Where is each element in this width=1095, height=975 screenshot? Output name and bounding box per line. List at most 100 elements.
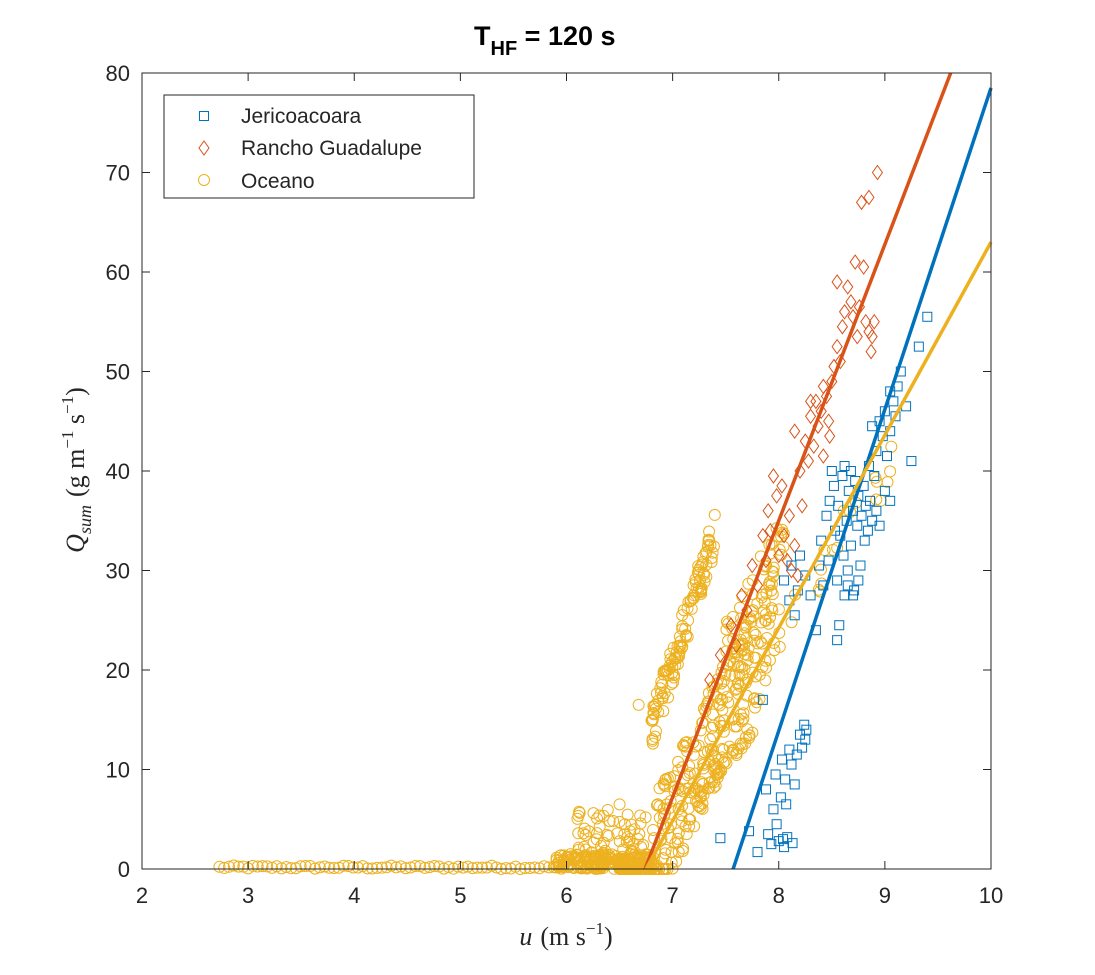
data-point <box>673 630 686 643</box>
title-subscript: HF <box>491 38 518 60</box>
data-point <box>394 860 407 873</box>
y-tick-label: 80 <box>106 61 130 86</box>
data-point <box>805 590 816 601</box>
data-point <box>766 839 777 850</box>
data-point <box>749 701 762 714</box>
data-point <box>881 451 892 462</box>
data-point <box>845 540 856 551</box>
data-point <box>657 777 670 790</box>
data-point <box>361 862 374 875</box>
data-point <box>757 694 768 705</box>
data-point <box>665 856 678 869</box>
data-point <box>213 860 226 873</box>
data-point <box>745 615 758 628</box>
x-tick-label: 10 <box>979 883 1003 908</box>
data-point <box>842 279 854 295</box>
data-point <box>691 796 704 809</box>
data-point <box>764 611 777 624</box>
data-point <box>775 530 788 543</box>
data-point <box>834 620 845 631</box>
data-point <box>702 534 715 547</box>
data-point <box>679 736 692 749</box>
fit-line-rancho-guadalupe <box>643 72 953 870</box>
data-point <box>684 813 697 826</box>
data-point <box>871 505 882 516</box>
data-point <box>639 811 652 824</box>
data-point <box>735 587 748 604</box>
data-point <box>662 691 675 704</box>
data-point <box>785 616 798 629</box>
data-point <box>703 525 716 538</box>
data-point <box>625 844 638 857</box>
data-point <box>866 328 878 345</box>
legend-label-oceano: Oceano <box>241 170 315 193</box>
data-point <box>749 628 762 641</box>
data-point <box>409 859 422 872</box>
series-rancho-guadalupe <box>704 164 884 688</box>
data-point <box>760 587 773 600</box>
data-point <box>714 763 727 776</box>
data-point <box>589 853 602 866</box>
data-point <box>523 862 536 875</box>
data-point <box>579 829 592 842</box>
data-point <box>742 641 755 654</box>
data-point <box>789 423 801 440</box>
data-point <box>658 687 671 700</box>
data-point <box>223 860 236 873</box>
data-point <box>730 682 743 695</box>
data-point <box>879 485 890 496</box>
data-point <box>677 739 690 752</box>
data-point <box>855 560 866 571</box>
data-point <box>466 862 479 875</box>
data-point <box>637 838 650 851</box>
data-point <box>375 861 388 874</box>
data-point <box>713 715 726 728</box>
data-point <box>679 820 692 833</box>
data-point <box>380 861 393 874</box>
data-point <box>728 650 741 663</box>
data-point <box>738 662 751 675</box>
data-point <box>762 502 774 519</box>
data-point <box>713 699 726 712</box>
data-point <box>237 860 250 873</box>
data-point <box>701 540 714 553</box>
data-point <box>865 343 877 360</box>
y-axis-label: Qsum(g m−1 s−1) <box>58 387 95 553</box>
data-point <box>550 861 563 874</box>
data-point <box>771 819 782 830</box>
data-point <box>261 860 274 873</box>
data-point <box>550 851 563 864</box>
data-point <box>414 860 427 873</box>
data-point <box>743 729 756 742</box>
data-point <box>366 862 379 875</box>
data-point <box>647 708 660 721</box>
y-tick-label: 60 <box>106 260 130 285</box>
data-point <box>528 861 541 874</box>
data-point <box>423 861 436 874</box>
data-point <box>789 537 801 554</box>
data-point <box>697 550 710 563</box>
data-point <box>613 815 626 828</box>
data-point <box>858 259 870 275</box>
data-point <box>750 696 763 709</box>
data-point <box>227 859 240 872</box>
data-point <box>810 393 822 410</box>
x-tick-label: 5 <box>454 883 466 908</box>
data-point <box>711 771 724 784</box>
data-point <box>683 767 696 780</box>
data-point <box>735 715 748 728</box>
data-point <box>804 393 817 410</box>
x-tick-label: 4 <box>348 883 360 908</box>
data-point <box>833 500 844 511</box>
data-point <box>500 862 513 875</box>
data-point <box>672 846 685 859</box>
data-point <box>595 840 608 853</box>
data-point <box>906 456 917 467</box>
data-point <box>347 861 360 874</box>
data-point <box>804 408 817 425</box>
data-point <box>600 828 613 841</box>
data-point <box>704 672 716 688</box>
data-point <box>881 476 894 489</box>
data-point <box>646 733 659 746</box>
